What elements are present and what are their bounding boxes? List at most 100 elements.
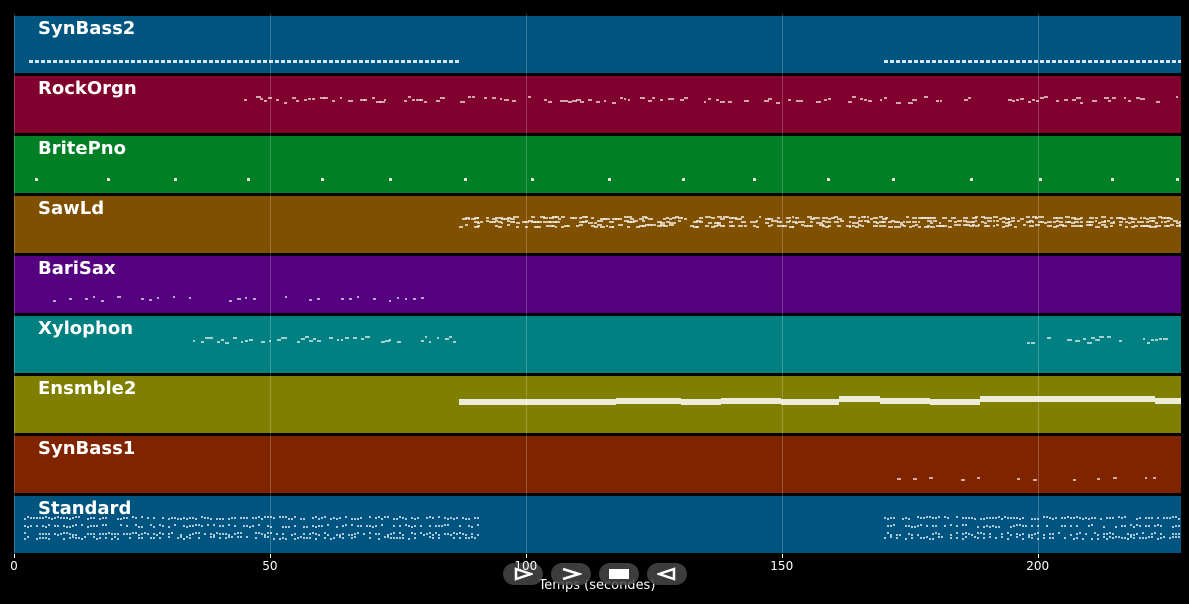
note [1172, 532, 1175, 535]
note [975, 220, 978, 223]
note [971, 516, 974, 519]
note [45, 525, 48, 528]
note [63, 525, 66, 528]
note [1140, 98, 1145, 101]
note [1112, 517, 1115, 520]
note [1118, 60, 1123, 63]
note [407, 60, 412, 63]
note [308, 339, 313, 342]
note [204, 532, 207, 535]
note [240, 341, 244, 344]
note [471, 217, 476, 220]
note [1172, 536, 1175, 539]
note [920, 60, 925, 63]
note [983, 536, 986, 539]
note [24, 525, 27, 528]
note [561, 216, 565, 219]
stop-button[interactable] [599, 563, 639, 585]
note [393, 536, 396, 539]
note [45, 516, 48, 519]
note [1175, 536, 1178, 539]
fast-forward-button[interactable] [551, 563, 591, 585]
note [1158, 225, 1162, 228]
note [655, 397, 681, 404]
note [66, 532, 69, 535]
note [728, 100, 732, 103]
note [837, 217, 842, 220]
note [1039, 396, 1101, 402]
note [776, 101, 781, 104]
note [192, 533, 195, 536]
note [413, 60, 418, 63]
note [492, 96, 496, 99]
note [432, 517, 435, 520]
note [825, 221, 829, 224]
note [54, 532, 57, 535]
note [941, 536, 944, 539]
note [1056, 225, 1059, 228]
note [861, 225, 865, 227]
note [796, 100, 800, 103]
note [315, 525, 318, 528]
note [543, 216, 548, 219]
note [309, 532, 312, 535]
note [887, 532, 890, 535]
note [200, 341, 204, 344]
note [498, 221, 503, 224]
note [887, 524, 890, 527]
note [504, 98, 509, 101]
note [612, 225, 615, 228]
note [977, 532, 980, 535]
note [1032, 220, 1035, 223]
note [1101, 224, 1107, 227]
note [75, 533, 78, 536]
note [627, 216, 633, 219]
note [672, 216, 676, 219]
note [255, 516, 258, 519]
note [312, 524, 315, 527]
note [1070, 533, 1073, 536]
note [87, 525, 90, 528]
note [765, 217, 771, 220]
note [285, 537, 288, 540]
note [222, 533, 225, 536]
track-lane-synbass1 [14, 436, 1181, 493]
note [316, 297, 320, 300]
note [652, 97, 656, 100]
note [501, 217, 506, 220]
note [1031, 517, 1034, 520]
note [1110, 221, 1115, 224]
note [564, 225, 568, 228]
note [117, 537, 120, 540]
note [938, 60, 943, 63]
note [1068, 221, 1071, 224]
note [1111, 178, 1115, 181]
note [1064, 98, 1068, 101]
note [1107, 220, 1110, 223]
note [459, 532, 462, 535]
note [399, 516, 402, 519]
note [1074, 217, 1077, 220]
note [696, 220, 702, 223]
note [896, 101, 901, 104]
rewind-button[interactable] [647, 563, 687, 585]
play-button[interactable] [503, 563, 543, 585]
note [201, 516, 204, 519]
note [549, 221, 552, 224]
note [932, 516, 935, 519]
note [1073, 517, 1076, 520]
note [219, 517, 222, 520]
note [1095, 225, 1098, 228]
note [438, 533, 441, 536]
note [148, 298, 153, 301]
note [908, 517, 911, 520]
note [771, 224, 774, 227]
note [690, 225, 694, 228]
note [305, 60, 310, 63]
note [111, 533, 114, 536]
note [555, 216, 559, 219]
note [468, 96, 472, 99]
note [984, 221, 988, 224]
note [1128, 221, 1131, 224]
note [213, 524, 216, 527]
